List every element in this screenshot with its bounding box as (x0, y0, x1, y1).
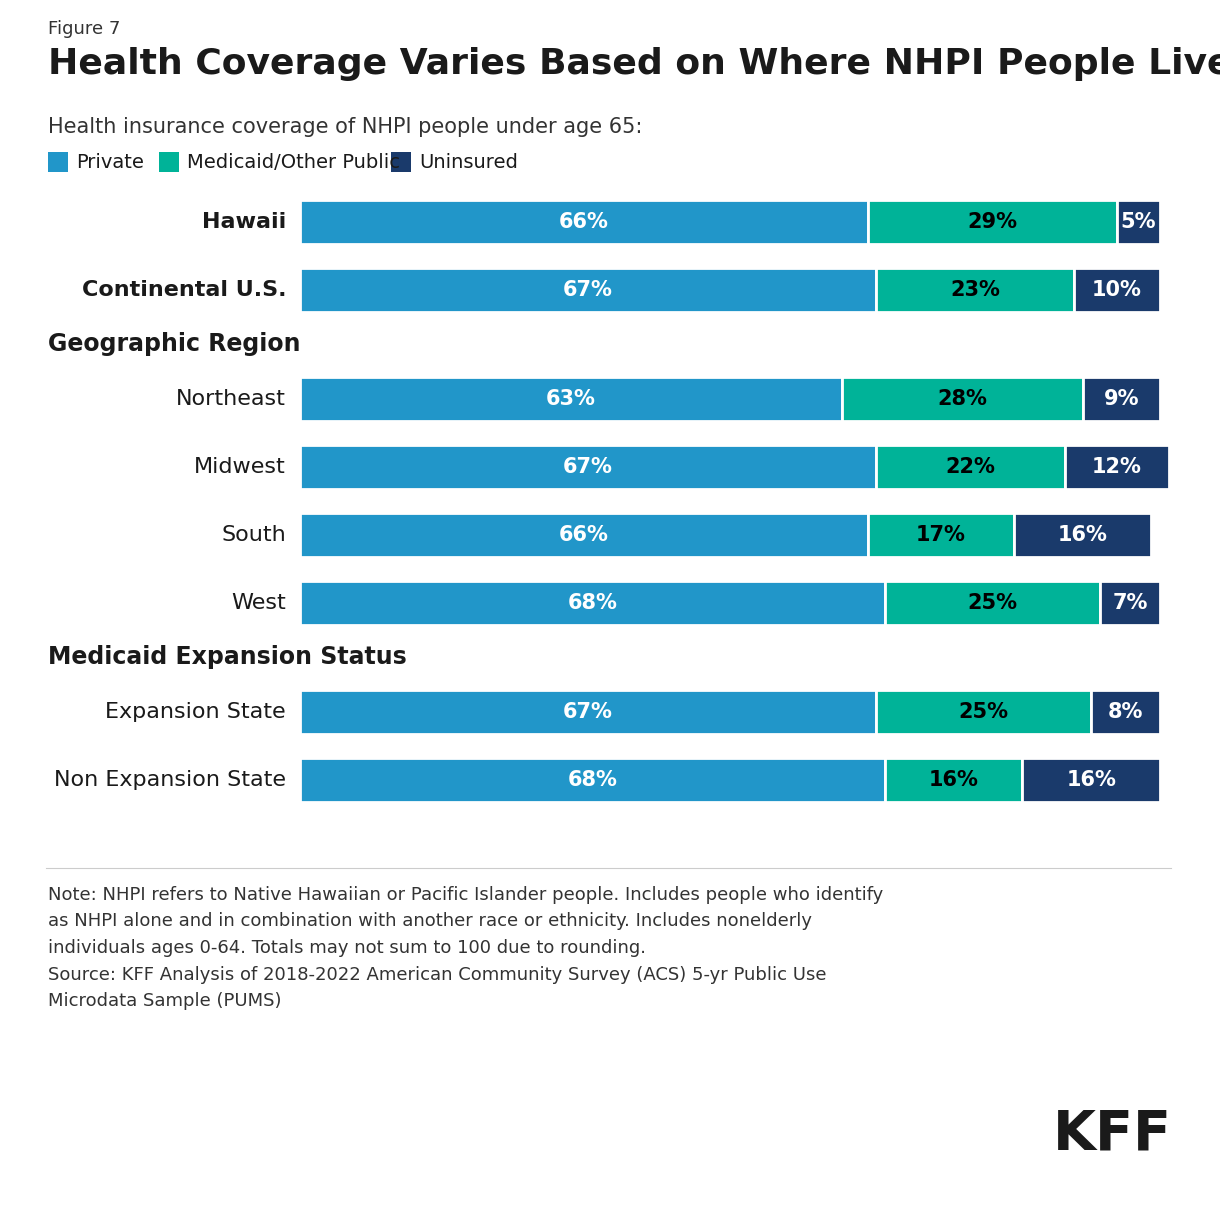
Bar (842, 377, 1082, 421)
Text: 67%: 67% (564, 702, 612, 721)
Text: Northeast: Northeast (176, 389, 285, 408)
Bar (392, 152, 411, 172)
Bar (300, 690, 876, 733)
Bar (1118, 200, 1160, 244)
Bar (159, 152, 179, 172)
Bar (876, 445, 1065, 488)
Text: 66%: 66% (559, 212, 609, 231)
Text: South: South (221, 525, 285, 545)
Text: 12%: 12% (1092, 457, 1142, 476)
Text: 17%: 17% (916, 525, 966, 545)
Text: 5%: 5% (1121, 212, 1157, 231)
Bar (876, 690, 1091, 733)
Bar (48, 152, 68, 172)
Text: 16%: 16% (928, 770, 978, 789)
Bar (1074, 268, 1160, 311)
Text: Medicaid Expansion Status: Medicaid Expansion Status (48, 645, 406, 669)
Bar (1091, 690, 1160, 733)
Bar (867, 200, 1118, 244)
Bar (1065, 445, 1169, 488)
Text: West: West (232, 593, 285, 613)
Bar (1082, 377, 1160, 421)
Text: Uninsured: Uninsured (418, 153, 518, 172)
Text: 29%: 29% (967, 212, 1017, 231)
Text: 68%: 68% (567, 770, 617, 789)
Bar (1014, 513, 1152, 556)
Text: Figure 7: Figure 7 (48, 21, 121, 38)
Bar (867, 513, 1014, 556)
Bar (300, 581, 884, 625)
Bar (300, 200, 867, 244)
Bar (300, 758, 884, 801)
Text: 66%: 66% (559, 525, 609, 545)
Text: 23%: 23% (950, 280, 1000, 301)
Bar (876, 268, 1074, 311)
Text: 16%: 16% (1058, 525, 1108, 545)
Text: 9%: 9% (1104, 389, 1139, 408)
Text: Continental U.S.: Continental U.S. (82, 280, 285, 301)
Text: Note: NHPI refers to Native Hawaiian or Pacific Islander people. Includes people: Note: NHPI refers to Native Hawaiian or … (48, 886, 883, 956)
Text: 10%: 10% (1092, 280, 1142, 301)
Text: Expansion State: Expansion State (105, 702, 285, 721)
Text: 25%: 25% (967, 593, 1017, 613)
Text: 67%: 67% (564, 280, 612, 301)
Text: Geographic Region: Geographic Region (48, 332, 300, 356)
Text: Midwest: Midwest (194, 457, 285, 476)
Bar (300, 513, 867, 556)
Text: Health Coverage Varies Based on Where NHPI People Live: Health Coverage Varies Based on Where NH… (48, 47, 1220, 81)
Text: 22%: 22% (946, 457, 996, 476)
Bar (300, 268, 876, 311)
Text: KFF: KFF (1053, 1108, 1172, 1162)
Bar (884, 581, 1099, 625)
Text: Non Expansion State: Non Expansion State (54, 770, 285, 789)
Text: Hawaii: Hawaii (201, 212, 285, 231)
Text: 7%: 7% (1113, 593, 1148, 613)
Text: 16%: 16% (1066, 770, 1116, 789)
Text: 63%: 63% (547, 389, 595, 408)
Text: 67%: 67% (564, 457, 612, 476)
Bar (1099, 581, 1160, 625)
Bar (884, 758, 1022, 801)
Text: Source: KFF Analysis of 2018-2022 American Community Survey (ACS) 5-yr Public Us: Source: KFF Analysis of 2018-2022 Americ… (48, 966, 826, 1011)
Bar (300, 377, 842, 421)
Bar (300, 445, 876, 488)
Text: 25%: 25% (959, 702, 1009, 721)
Bar (1022, 758, 1160, 801)
Text: Medicaid/Other Public: Medicaid/Other Public (187, 153, 400, 172)
Text: 8%: 8% (1108, 702, 1143, 721)
Text: Private: Private (76, 153, 144, 172)
Text: Health insurance coverage of NHPI people under age 65:: Health insurance coverage of NHPI people… (48, 118, 643, 137)
Text: 68%: 68% (567, 593, 617, 613)
Text: 28%: 28% (937, 389, 987, 408)
